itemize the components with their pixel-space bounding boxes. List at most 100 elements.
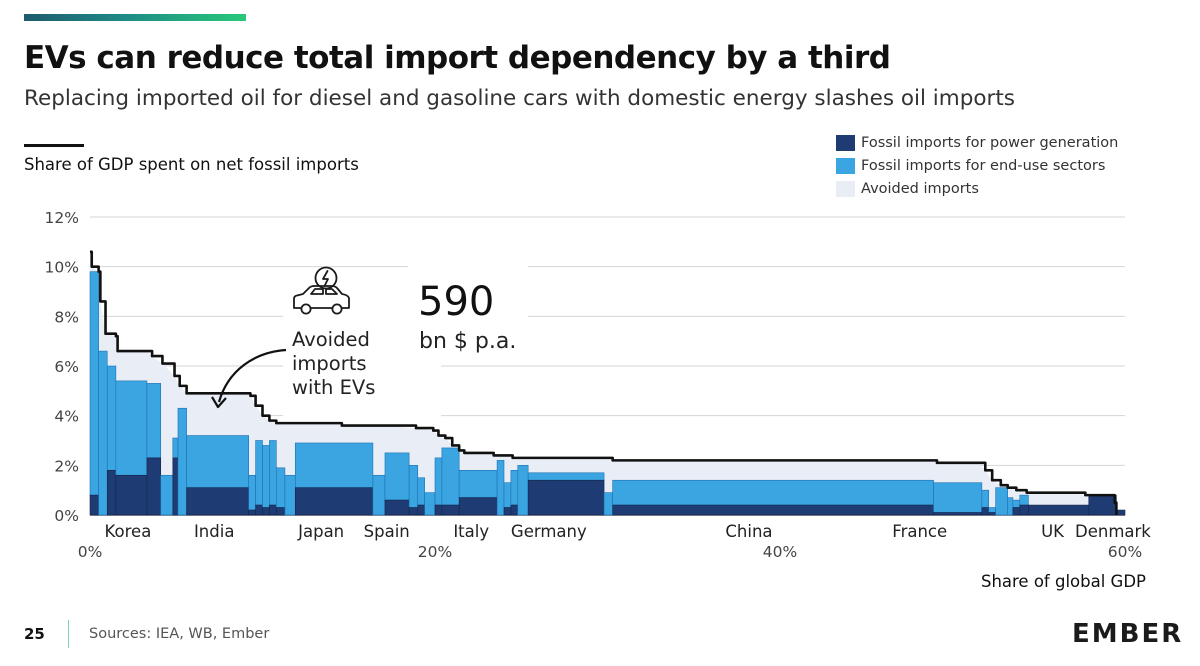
legend-swatch-enduse [836, 157, 855, 174]
country-label: Italy [453, 522, 489, 541]
bar-power [186, 487, 250, 516]
bar-enduse [981, 489, 990, 508]
bar-enduse [612, 479, 934, 506]
bar-enduse [146, 383, 162, 459]
footer-divider [68, 620, 69, 648]
bar-power [503, 507, 512, 516]
bar-power [612, 504, 934, 516]
page-subtitle: Replacing imported oil for diesel and ga… [24, 86, 1015, 111]
section-rule [24, 144, 84, 147]
bar-power [255, 504, 263, 516]
ember-logo: EMBER [1072, 619, 1184, 649]
bar-power [1028, 504, 1095, 516]
bar-power [988, 512, 996, 516]
country-label: Spain [364, 522, 410, 541]
country-label: UK [1041, 522, 1065, 541]
bar-enduse [294, 442, 374, 488]
bar-enduse [177, 407, 187, 516]
y-tick-label: 8% [54, 308, 79, 326]
bar-power [408, 507, 419, 516]
bar-enduse [503, 482, 512, 508]
bar-power [262, 507, 270, 516]
big-number-unit: bn $ p.a. [419, 329, 516, 354]
bar-enduse [458, 469, 498, 498]
bar-enduse [115, 380, 148, 476]
country-label: India [194, 522, 235, 541]
page-title: EVs can reduce total import dependency b… [24, 40, 891, 76]
country-label: Germany [511, 522, 587, 541]
bar-enduse [527, 472, 605, 481]
y-tick-label: 12% [45, 209, 79, 227]
bar-power [269, 504, 277, 516]
bar-enduse [408, 465, 419, 508]
country-label: China [725, 522, 772, 541]
x-tick-label: 0% [78, 543, 103, 561]
legend-item-power: Fossil imports for power generation [836, 131, 1118, 154]
bar-enduse [284, 474, 296, 516]
bar-enduse [510, 469, 519, 506]
bar-enduse [434, 457, 443, 506]
chart-legend: Fossil imports for power generation Foss… [836, 131, 1118, 200]
footer-sources: Sources: IEA, WB, Ember [89, 626, 270, 642]
bar-power [384, 499, 410, 516]
y-tick-label: 10% [45, 259, 79, 277]
bar-enduse [384, 452, 410, 501]
legend-label-enduse: Fossil imports for end-use sectors [861, 157, 1106, 174]
annotation-line-2: imports [292, 352, 367, 375]
bar-power [1088, 494, 1117, 516]
bar-power [434, 504, 443, 516]
y-tick-label: 6% [54, 358, 79, 376]
y-tick-label: 0% [54, 507, 79, 525]
y-tick-label: 2% [54, 457, 79, 475]
ev-car-icon [293, 266, 350, 315]
legend-item-avoided: Avoided imports [836, 177, 1118, 200]
legend-swatch-power [836, 134, 855, 151]
bar-power [172, 457, 179, 516]
bar-enduse [262, 445, 270, 508]
big-number-backdrop [408, 265, 528, 365]
big-number: 590 [418, 279, 494, 325]
bar-enduse [89, 271, 99, 496]
bar-enduse [441, 447, 460, 506]
annotation-line-1: Avoided [292, 328, 370, 351]
x-axis-title: Share of global GDP [981, 572, 1146, 591]
bar-enduse [160, 474, 174, 516]
bar-power [294, 487, 374, 516]
annotation-arrowhead [211, 396, 227, 409]
bar-enduse [248, 474, 256, 511]
y-axis-title: Share of GDP spent on net fossil imports [24, 155, 359, 174]
bar-power [115, 474, 148, 516]
bar-power [89, 494, 99, 516]
legend-item-enduse: Fossil imports for end-use sectors [836, 154, 1118, 177]
bar-enduse [1007, 497, 1014, 516]
bar-power [510, 504, 519, 516]
country-label: Japan [297, 522, 344, 541]
brand-accent-bar [24, 14, 246, 21]
bar-enduse [517, 465, 529, 516]
bar-enduse [255, 440, 263, 506]
legend-label-power: Fossil imports for power generation [861, 134, 1119, 151]
bar-power [146, 457, 162, 516]
bar-enduse [269, 440, 277, 506]
bar-power [248, 509, 256, 516]
legend-swatch-avoided [836, 180, 855, 197]
bar-enduse [1019, 494, 1029, 506]
bar-enduse [417, 477, 425, 506]
bar-power [458, 497, 498, 516]
country-label: Korea [105, 522, 152, 541]
import-dependency-chart: 0% 2% 4% 6% 8% 10% 12% 0% 20% 40% 60% Korea India J… [45, 209, 1152, 591]
bar-enduse [424, 492, 436, 516]
bar-enduse [603, 492, 613, 516]
bar-power [441, 504, 460, 516]
country-label: Denmark [1075, 522, 1151, 541]
bar-enduse [933, 482, 983, 513]
bar-power [981, 507, 990, 516]
bar-power [527, 479, 605, 516]
bar-power [106, 469, 117, 516]
bar-power [275, 507, 286, 516]
bar-enduse [988, 507, 996, 513]
y-tick-label: 4% [54, 408, 79, 426]
bar-power [933, 512, 983, 516]
bar-enduse [98, 350, 108, 516]
bar-power [1019, 504, 1029, 516]
